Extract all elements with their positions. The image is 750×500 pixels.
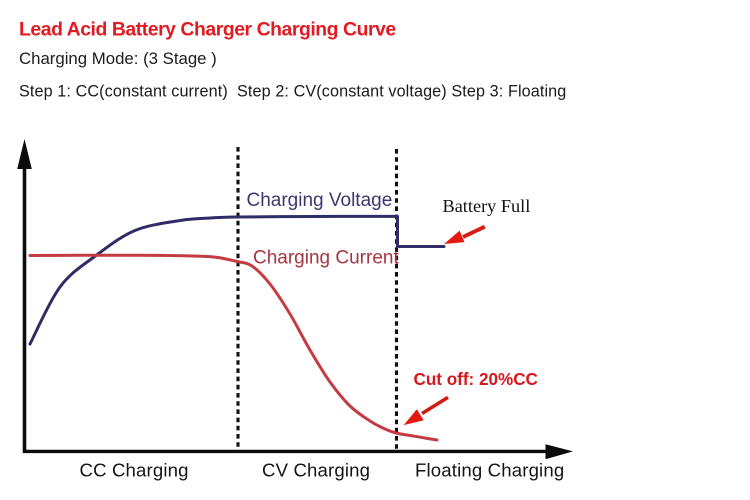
svg-text:Battery Full: Battery Full bbox=[443, 196, 531, 216]
svg-text:Lead Acid Battery Charger Char: Lead Acid Battery Charger Charging Curve bbox=[19, 19, 396, 41]
svg-text:CV Charging: CV Charging bbox=[262, 460, 370, 481]
svg-text:Charging Voltage: Charging Voltage bbox=[247, 190, 393, 211]
svg-text:Cut off: 20%CC: Cut off: 20%CC bbox=[414, 370, 538, 389]
svg-text:CC Charging: CC Charging bbox=[80, 460, 189, 481]
svg-text:Step 1: CC(constant current): Step 1: CC(constant current) Step 2: CV(… bbox=[19, 83, 566, 101]
svg-text:Charging Mode: (3 Stage ): Charging Mode: (3 Stage ) bbox=[19, 49, 217, 68]
svg-text:Charging Current: Charging Current bbox=[253, 248, 399, 269]
svg-text:Floating Charging: Floating Charging bbox=[415, 460, 564, 481]
